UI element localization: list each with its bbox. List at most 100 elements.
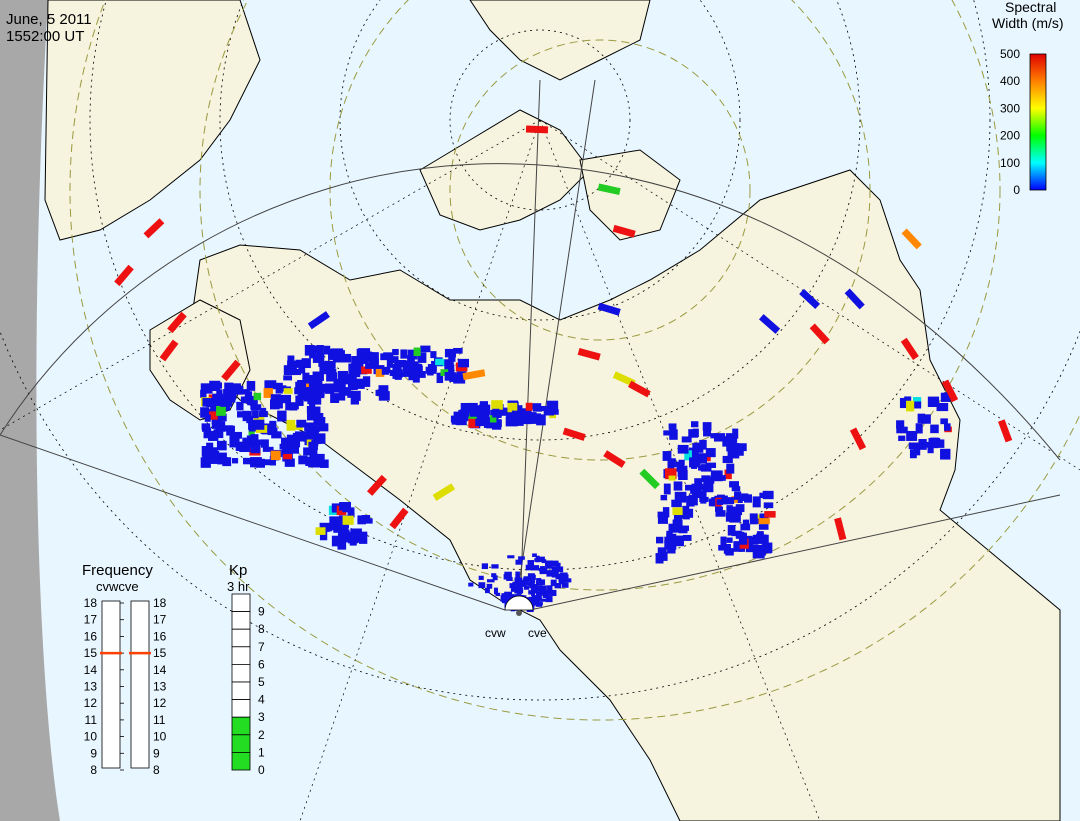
grid-circle-3 bbox=[219, 0, 861, 441]
scatter-streak bbox=[143, 218, 165, 239]
scatter-cell bbox=[413, 347, 421, 357]
scatter-cell-near bbox=[558, 576, 564, 583]
scatter-cell bbox=[657, 511, 669, 518]
scatter-cell bbox=[348, 363, 360, 374]
scatter-cell bbox=[657, 547, 667, 555]
scatter-cell bbox=[232, 458, 239, 464]
scatter-streak bbox=[941, 379, 959, 403]
scatter-cell bbox=[453, 374, 466, 384]
scatter-cell bbox=[338, 389, 346, 401]
scatter-cell bbox=[491, 419, 498, 426]
scatter-cell bbox=[284, 439, 296, 450]
scatter-cell bbox=[913, 448, 921, 456]
scatter-cell bbox=[420, 345, 431, 353]
scatter-cell bbox=[302, 381, 315, 388]
frequency-tick-right: 10 bbox=[153, 730, 167, 744]
scatter-cell-near bbox=[509, 583, 516, 589]
scatter-cell bbox=[460, 402, 472, 412]
frequency-tick-right: 17 bbox=[153, 613, 167, 627]
scatter-cell bbox=[731, 530, 742, 537]
scatter-cell bbox=[243, 457, 255, 465]
scatter-cell bbox=[371, 358, 379, 368]
scatter-cell bbox=[267, 427, 278, 436]
scatter-cell bbox=[260, 439, 269, 448]
kp-box bbox=[231, 628, 251, 648]
time-label: 1552:00 UT bbox=[6, 28, 84, 45]
scatter-cell bbox=[319, 531, 328, 541]
frequency-tick-left: 10 bbox=[84, 730, 98, 744]
scatter-cell bbox=[727, 497, 735, 504]
frequency-tick-right: 15 bbox=[153, 646, 167, 660]
scatter-cell-near bbox=[543, 590, 552, 596]
scatter-cell-near bbox=[523, 577, 532, 582]
scatter-cell bbox=[440, 369, 449, 376]
scatter-cell bbox=[672, 519, 683, 529]
frequency-tick-right: 12 bbox=[153, 696, 167, 710]
scatter-cell bbox=[495, 419, 502, 427]
scatter-cell bbox=[216, 389, 223, 397]
scatter-cell bbox=[208, 435, 219, 441]
scatter-cell bbox=[655, 553, 664, 564]
scatter-cell bbox=[386, 359, 393, 368]
colorbar-tick-label: 300 bbox=[1000, 101, 1020, 115]
scatter-cell bbox=[262, 446, 274, 452]
scatter-cell-near bbox=[514, 577, 523, 585]
scatter-cell bbox=[311, 439, 319, 447]
scatter-cell bbox=[435, 358, 444, 366]
scatter-cell bbox=[417, 352, 427, 363]
scatter-cell bbox=[436, 372, 444, 384]
scatter-streak bbox=[758, 314, 781, 334]
scatter-cell bbox=[251, 404, 262, 411]
scatter-cell bbox=[691, 421, 699, 428]
scatter-cell bbox=[713, 436, 726, 442]
scatter-streak bbox=[221, 359, 241, 382]
scatter-cell bbox=[287, 355, 295, 362]
scatter-cell-near bbox=[512, 585, 519, 590]
scatter-cell bbox=[444, 372, 454, 381]
scatter-cell bbox=[664, 468, 677, 480]
scatter-cell bbox=[212, 393, 224, 401]
scatter-cell bbox=[312, 425, 320, 433]
scatter-cell bbox=[308, 377, 318, 389]
scatter-cell bbox=[673, 514, 682, 523]
scatter-cell bbox=[657, 515, 668, 524]
scatter-cell bbox=[355, 378, 365, 389]
scatter-cell bbox=[237, 411, 244, 418]
frequency-tick-left: 12 bbox=[84, 696, 98, 710]
fov-outer-arc bbox=[0, 163, 1061, 461]
scatter-cell bbox=[236, 401, 244, 411]
colorbar-gradient bbox=[1029, 53, 1047, 191]
scatter-cell-near bbox=[528, 596, 537, 603]
scatter-cell bbox=[261, 459, 273, 466]
scatter-cell bbox=[930, 437, 939, 449]
scatter-cell bbox=[232, 431, 243, 439]
scatter-cell bbox=[200, 389, 207, 398]
scatter-cell bbox=[491, 400, 503, 410]
frequency-tick-left: 14 bbox=[84, 663, 98, 677]
scatter-cell bbox=[758, 524, 769, 530]
kp-title: Kp bbox=[229, 562, 247, 579]
kp-box bbox=[231, 646, 251, 665]
frequency-tick-right: 9 bbox=[153, 746, 160, 760]
fov-right-edge bbox=[529, 494, 1061, 611]
scatter-cell-near bbox=[493, 587, 498, 595]
scatter-cell bbox=[520, 408, 529, 414]
scatter-cell bbox=[319, 459, 329, 468]
scatter-cell bbox=[204, 414, 211, 422]
scatter-cell bbox=[711, 497, 720, 507]
scatter-cell bbox=[742, 519, 750, 528]
scatter-cell-near bbox=[555, 573, 561, 580]
scatter-cell bbox=[224, 425, 235, 432]
scatter-streak bbox=[562, 427, 586, 441]
scatter-cell bbox=[319, 423, 329, 432]
scatter-cell bbox=[453, 347, 463, 354]
scatter-cell bbox=[763, 502, 774, 509]
scatter-cell bbox=[543, 406, 554, 416]
scatter-cell bbox=[720, 536, 727, 548]
scatter-cell bbox=[244, 391, 253, 399]
scatter-cell bbox=[729, 481, 739, 488]
scatter-cell bbox=[253, 392, 262, 401]
scatter-cell bbox=[699, 485, 712, 491]
scatter-cell-near bbox=[500, 595, 509, 602]
scatter-cell bbox=[738, 537, 748, 545]
